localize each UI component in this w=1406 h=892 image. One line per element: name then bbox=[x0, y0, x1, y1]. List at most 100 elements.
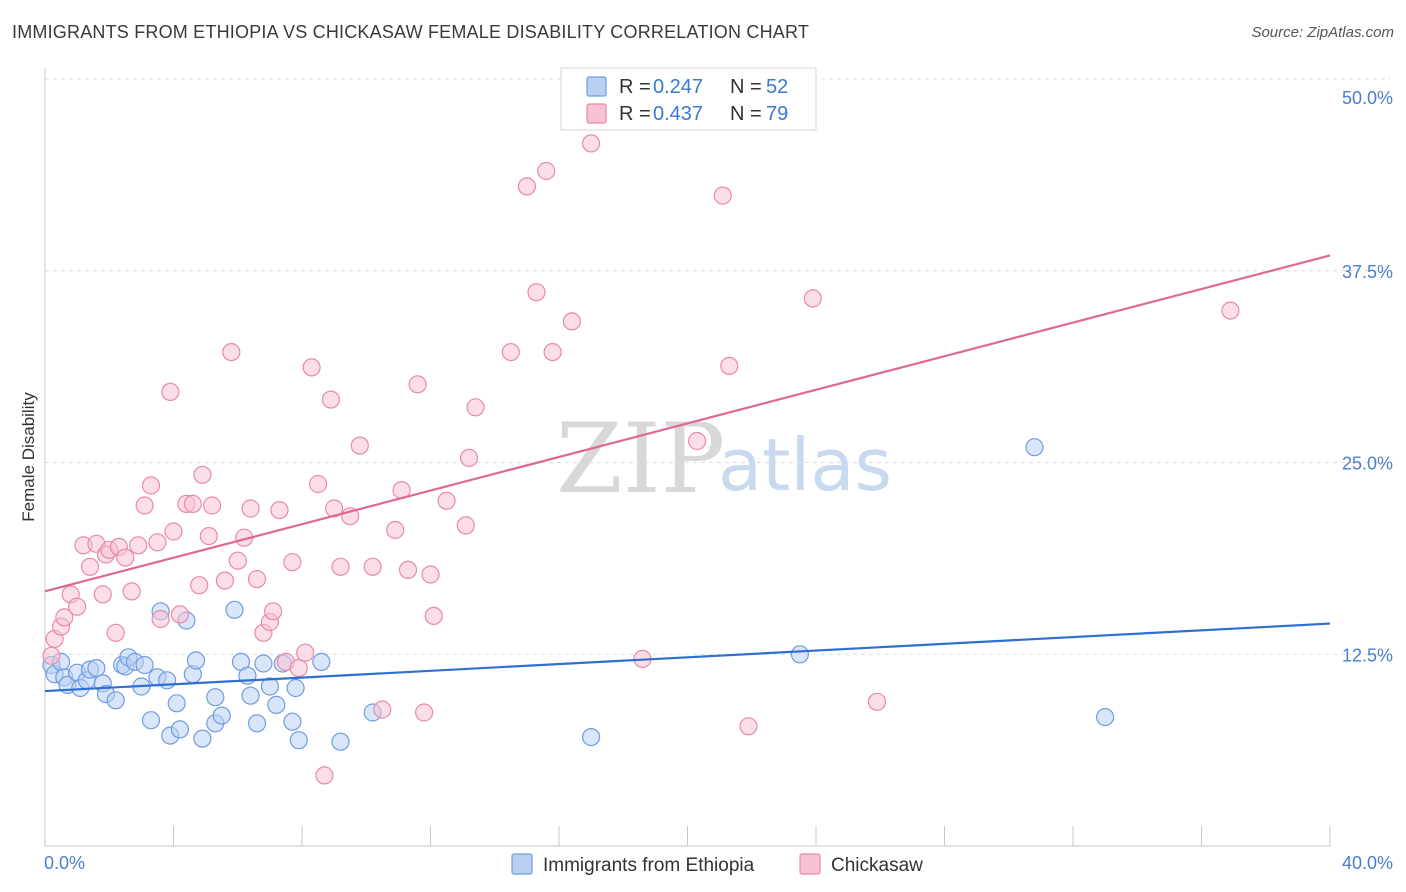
data-point bbox=[215, 571, 234, 590]
watermark: ZIP atlas bbox=[556, 403, 892, 515]
series-legend: Immigrants from Ethiopia Chickasaw bbox=[511, 853, 923, 876]
legend-n-value: 52 bbox=[766, 76, 788, 98]
data-point bbox=[331, 557, 350, 576]
data-point bbox=[325, 499, 344, 518]
legend-n-label: N = bbox=[730, 76, 762, 98]
data-point bbox=[135, 496, 154, 515]
data-point bbox=[581, 727, 601, 747]
x-tick-label: 0.0% bbox=[44, 853, 85, 873]
legend-r-label: R = bbox=[619, 76, 651, 98]
data-point bbox=[190, 576, 209, 595]
data-point bbox=[42, 646, 61, 665]
data-point bbox=[415, 703, 434, 722]
legend-series-label: Chickasaw bbox=[831, 855, 923, 876]
data-point bbox=[321, 390, 340, 409]
y-tick-labels: 12.5% 25.0% 37.5% 50.0% bbox=[1342, 88, 1393, 665]
data-point bbox=[161, 382, 180, 401]
legend-series-label: Immigrants from Ethiopia bbox=[543, 855, 755, 876]
data-point bbox=[106, 691, 125, 710]
data-point bbox=[537, 161, 556, 181]
legend-swatch bbox=[586, 103, 607, 124]
data-point bbox=[247, 569, 267, 589]
legend-swatch bbox=[586, 76, 607, 97]
data-point bbox=[193, 729, 212, 748]
data-point bbox=[790, 645, 810, 664]
y-tick-label: 12.5% bbox=[1342, 645, 1393, 665]
data-point bbox=[212, 706, 231, 725]
data-point bbox=[286, 678, 305, 698]
data-point bbox=[254, 654, 273, 673]
data-point bbox=[466, 398, 485, 417]
legend-r-label: R = bbox=[619, 103, 651, 125]
data-point bbox=[315, 766, 334, 785]
data-point bbox=[141, 476, 161, 495]
data-point bbox=[867, 692, 887, 711]
data-point bbox=[1221, 301, 1240, 320]
data-point bbox=[312, 652, 331, 672]
legend-n-value: 79 bbox=[766, 103, 788, 125]
data-point bbox=[456, 516, 475, 535]
data-point bbox=[206, 688, 225, 707]
data-point bbox=[713, 186, 732, 205]
data-point bbox=[170, 605, 189, 624]
data-point bbox=[158, 671, 177, 690]
y-tick-label: 37.5% bbox=[1342, 262, 1393, 282]
data-point bbox=[437, 491, 456, 510]
data-point bbox=[373, 700, 392, 719]
x-tick-label: 40.0% bbox=[1342, 853, 1393, 873]
data-point bbox=[289, 658, 308, 678]
data-point bbox=[459, 448, 479, 467]
data-points bbox=[42, 134, 1240, 785]
data-point bbox=[186, 651, 206, 670]
data-point bbox=[421, 565, 440, 584]
data-point bbox=[408, 375, 427, 394]
data-point bbox=[363, 557, 382, 576]
data-point bbox=[116, 548, 135, 567]
axes bbox=[44, 68, 1331, 847]
data-point bbox=[296, 643, 315, 662]
legend-swatch bbox=[799, 853, 821, 875]
data-point bbox=[270, 501, 289, 520]
data-point bbox=[739, 717, 758, 736]
data-point bbox=[424, 606, 443, 626]
data-point bbox=[1025, 438, 1044, 457]
legend-n-label: N = bbox=[730, 103, 762, 125]
watermark-atlas: atlas bbox=[718, 423, 892, 507]
data-point bbox=[67, 597, 87, 616]
y-axis-label: Female Disability bbox=[19, 392, 38, 522]
data-point bbox=[386, 520, 405, 540]
grid-lines bbox=[45, 78, 1390, 655]
data-point bbox=[141, 711, 161, 730]
data-point bbox=[350, 436, 369, 455]
series-chickasaw-points bbox=[42, 134, 1240, 785]
data-point bbox=[398, 560, 418, 580]
legend-r-value: 0.437 bbox=[653, 103, 703, 125]
data-point bbox=[331, 732, 350, 751]
data-point bbox=[283, 712, 302, 731]
data-point bbox=[1095, 707, 1115, 727]
trend-lines bbox=[44, 254, 1331, 693]
data-point bbox=[203, 496, 222, 515]
x-tick-labels: 0.0% 40.0% bbox=[44, 853, 1393, 873]
trend-line-ethiopia bbox=[44, 622, 1331, 693]
data-point bbox=[309, 474, 328, 494]
data-point bbox=[183, 494, 202, 513]
source-label: Source: ZipAtlas.com bbox=[1251, 24, 1394, 41]
y-tick-label: 50.0% bbox=[1342, 88, 1393, 108]
data-point bbox=[241, 686, 260, 705]
data-point bbox=[283, 553, 302, 572]
data-point bbox=[720, 356, 739, 375]
data-point bbox=[55, 608, 74, 627]
legend-swatch bbox=[511, 853, 533, 875]
data-point bbox=[170, 720, 189, 739]
data-point bbox=[87, 658, 106, 678]
data-point bbox=[260, 677, 279, 696]
data-point bbox=[122, 582, 141, 601]
data-point bbox=[199, 526, 218, 546]
data-point bbox=[302, 358, 321, 377]
data-point bbox=[225, 600, 244, 619]
data-point bbox=[164, 522, 183, 541]
legend-r-value: 0.247 bbox=[653, 76, 703, 98]
data-point bbox=[228, 551, 247, 570]
data-point bbox=[135, 655, 154, 675]
